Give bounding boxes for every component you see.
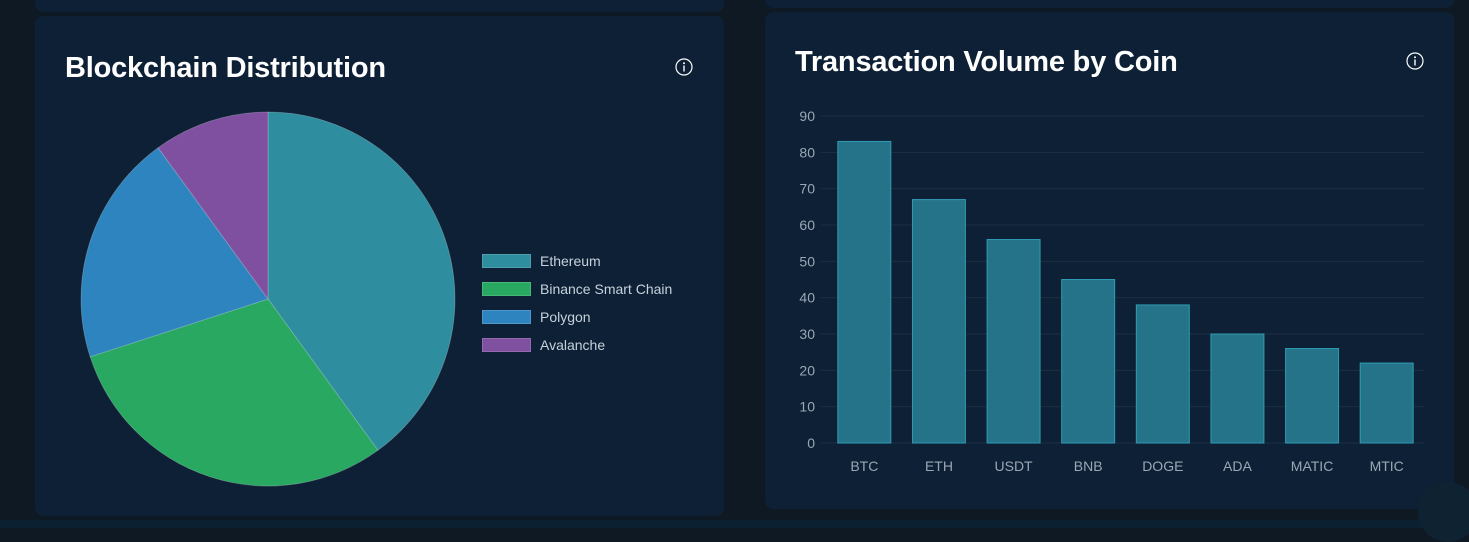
x-tick-label: USDT (995, 458, 1034, 474)
legend-item-avalanche[interactable]: Avalanche (482, 331, 672, 359)
pie-card-title: Blockchain Distribution (65, 52, 386, 84)
x-tick-label: BTC (850, 458, 878, 474)
bar-matic[interactable] (1285, 348, 1340, 444)
pie-chart (80, 111, 456, 487)
y-tick-label: 80 (799, 144, 815, 160)
x-tick-label: MTIC (1370, 458, 1404, 474)
y-tick-label: 60 (799, 217, 815, 233)
blockchain-distribution-card: Blockchain Distribution Ethereum Binance … (35, 16, 724, 516)
info-icon[interactable] (675, 58, 693, 76)
bar-eth[interactable] (911, 199, 966, 444)
y-tick-label: 30 (799, 326, 815, 342)
corner-decoration (1418, 482, 1469, 542)
pie-slice-ethereum[interactable] (267, 111, 456, 451)
y-tick-label: 50 (799, 253, 815, 269)
bottom-strip (0, 520, 1469, 528)
info-icon[interactable] (1406, 52, 1424, 70)
legend-label: Binance Smart Chain (540, 281, 673, 297)
y-tick-label: 70 (799, 181, 815, 197)
legend-swatch (482, 338, 531, 352)
bar-doge[interactable] (1135, 304, 1190, 444)
x-tick-label: BNB (1074, 458, 1103, 474)
card-top-right (765, 0, 1454, 8)
legend-swatch (482, 282, 531, 296)
bar-btc[interactable] (837, 140, 892, 444)
x-tick-label: MATIC (1291, 458, 1334, 474)
legend-item-binance-smart-chain[interactable]: Binance Smart Chain (482, 275, 672, 303)
legend-item-ethereum[interactable]: Ethereum (482, 247, 672, 275)
legend-label: Polygon (540, 309, 591, 325)
bar-bnb[interactable] (1061, 279, 1116, 444)
bar-mtic[interactable] (1359, 362, 1414, 444)
bar-ada[interactable] (1210, 333, 1265, 444)
y-tick-label: 90 (799, 108, 815, 124)
bar-chart: 0 10 20 30 40 50 60 70 80 90 BTC ETH USDT BNB DOGE ADA M… (799, 108, 1424, 474)
bar-usdt[interactable] (986, 239, 1041, 444)
y-tick-label: 10 (799, 399, 815, 415)
x-tick-label: DOGE (1142, 458, 1183, 474)
legend-swatch (482, 310, 531, 324)
transaction-volume-card: Transaction Volume by Coin 0 10 20 30 40 50 60… (765, 12, 1454, 509)
legend-swatch (482, 254, 531, 268)
y-tick-label: 40 (799, 290, 815, 306)
bar-card-title: Transaction Volume by Coin (795, 46, 1178, 78)
legend-label: Avalanche (540, 337, 606, 353)
x-tick-label: ETH (925, 458, 953, 474)
pie-slice-avalanche[interactable] (157, 111, 269, 301)
legend-label: Ethereum (540, 253, 601, 269)
y-tick-label: 0 (807, 435, 815, 451)
pie-slice-binance-smart-chain[interactable] (89, 298, 379, 487)
y-tick-label: 20 (799, 362, 815, 378)
legend-item-polygon[interactable]: Polygon (482, 303, 672, 331)
pie-legend: Ethereum Binance Smart Chain Polygon Avalan… (482, 247, 672, 359)
x-tick-label: ADA (1223, 458, 1252, 474)
card-top-left (35, 0, 724, 12)
pie-slice-polygon[interactable] (80, 147, 269, 358)
